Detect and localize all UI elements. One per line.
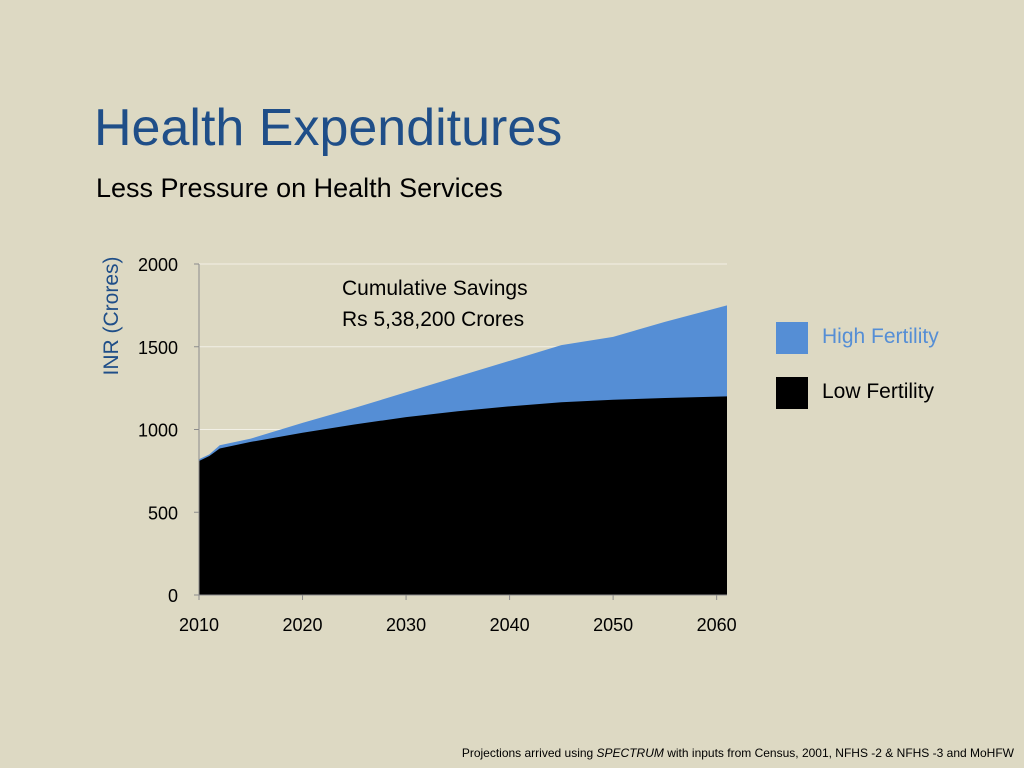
x-tick-label-2040: 2040	[490, 615, 530, 635]
x-tick-label-2030: 2030	[386, 615, 426, 635]
y-tick-label-2000: 2000	[138, 255, 178, 275]
legend-label-low-fertility: Low Fertility	[822, 380, 935, 403]
footnote-emphasis: SPECTRUM	[596, 746, 664, 760]
legend-swatch-high-fertility	[776, 322, 808, 354]
y-tick-label-0: 0	[168, 586, 178, 606]
y-tick-label-500: 500	[148, 503, 178, 523]
x-tick-label-2060: 2060	[697, 615, 737, 635]
annotation-line-1: Cumulative Savings	[342, 277, 528, 300]
legend-label-high-fertility: High Fertility	[822, 325, 939, 348]
x-tick-label-2050: 2050	[593, 615, 633, 635]
footnote-suffix: with inputs from Census, 2001, NFHS -2 &…	[663, 746, 1014, 760]
y-tick-label-1500: 1500	[138, 338, 178, 358]
annotation-line-2: Rs 5,38,200 Crores	[342, 308, 524, 331]
footnote: Projections arrived using SPECTRUM with …	[462, 746, 1014, 760]
slide-title: Health Expenditures	[94, 99, 563, 157]
x-tick-label-2010: 2010	[179, 615, 219, 635]
slide-subtitle: Less Pressure on Health Services	[96, 173, 503, 203]
y-tick-label-1000: 1000	[138, 421, 178, 441]
x-tick-label-2020: 2020	[283, 615, 323, 635]
area-series-low-fertility	[199, 396, 727, 595]
footnote-prefix: Projections arrived using	[461, 746, 597, 760]
y-axis-label: INR (Crores)	[100, 257, 123, 376]
legend-swatch-low-fertility	[776, 377, 808, 409]
